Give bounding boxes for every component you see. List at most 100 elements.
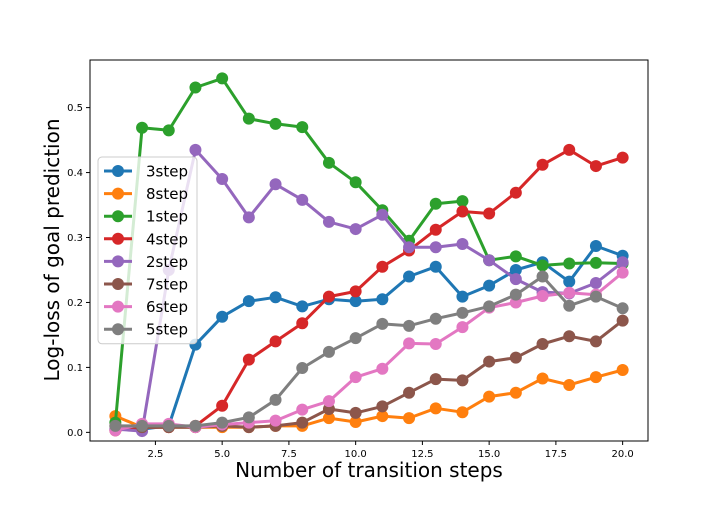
data-point-8step [589,371,602,384]
plot-frame [89,59,649,442]
series-2step [109,143,629,438]
data-point-1step [216,72,229,85]
x-tick-label: 5.0 [214,449,230,460]
data-point-7step [456,374,469,387]
data-point-6step [563,286,576,299]
data-point-7step [509,351,522,364]
legend-item: 7step [104,276,188,294]
data-point-4step [483,207,496,220]
data-point-4step [536,158,549,171]
data-point-4step [376,260,389,273]
data-point-3step [429,260,442,273]
data-point-8step [349,415,362,428]
data-point-7step [483,355,496,368]
x-tick-label: 17.5 [545,449,567,460]
data-point-5step [296,362,309,375]
data-point-5step [162,419,175,432]
data-point-2step [616,256,629,269]
data-point-1step [509,250,522,263]
data-point-5step [589,290,602,303]
data-point-1step [136,121,149,134]
y-tick-label: 0.0 [67,428,83,439]
data-point-4step [322,290,335,303]
legend: 3step 8step 1step 4step 2step 7step 6step 5step [97,156,198,345]
legend-swatch-marker [112,278,124,290]
data-point-1step [589,256,602,269]
data-point-6step [429,338,442,351]
data-point-5step [429,312,442,325]
data-point-4step [589,160,602,173]
data-point-3step [376,293,389,306]
data-point-2step [242,211,255,224]
data-point-8step [616,364,629,377]
legend-label: 6step [146,298,188,316]
legend-label: 1step [146,208,188,226]
data-point-6step [349,371,362,384]
data-point-8step [509,386,522,399]
data-point-5step [483,300,496,313]
data-point-7step [563,330,576,343]
data-point-7step [536,338,549,351]
data-point-5step [322,345,335,358]
data-point-6step [536,289,549,302]
legend-swatch-marker [112,232,124,245]
series-6step [109,266,629,437]
legend-swatch-marker [112,323,124,336]
legend-swatch-marker [112,210,124,223]
data-point-4step [429,223,442,236]
legend-label: 5step [146,321,188,339]
data-point-7step [403,386,416,399]
x-tick-label: 15.0 [478,449,500,460]
data-point-1step [162,124,175,137]
data-point-6step [322,395,335,408]
data-point-6step [296,403,309,416]
data-point-5step [216,416,229,429]
legend-swatch-marker [112,165,124,177]
data-point-3step [483,279,496,292]
data-point-4step [456,205,469,218]
legend-item: 5step [104,321,188,339]
data-point-7step [296,416,309,429]
data-point-3step [509,263,522,276]
data-point-7step [429,373,442,386]
y-tick-label: 0.4 [67,168,83,179]
data-point-4step [242,353,255,366]
data-point-5step [349,332,362,345]
legend-swatch-marker [112,255,124,268]
data-point-3step [403,270,416,283]
data-point-1step [536,259,549,272]
data-point-5step [403,319,416,332]
data-point-2step [349,223,362,236]
x-tick-label: 7.5 [281,449,297,460]
data-point-5step [269,393,282,406]
legend-label: 8step [146,185,188,203]
data-point-3step [563,275,576,288]
legend-label: 3step [146,163,188,181]
data-point-1step [349,176,362,189]
data-point-3step [242,295,255,308]
data-point-8step [403,412,416,425]
data-point-5step [242,411,255,424]
data-point-8step [563,378,576,391]
legend-swatch-marker [112,300,124,313]
data-point-3step [269,291,282,304]
data-point-2step [483,254,496,267]
legend-box [97,156,198,345]
data-point-8step [483,390,496,403]
legend-item: 3step [104,163,188,181]
data-point-6step [376,362,389,375]
data-point-1step [456,195,469,208]
data-point-1step [322,156,335,169]
legend-label: 4step [146,230,188,248]
y-tick-label: 0.3 [67,233,83,244]
data-point-4step [269,335,282,348]
data-point-7step [349,406,362,419]
x-tick-label: 10.0 [345,449,367,460]
data-point-1step [296,121,309,134]
y-tick-label: 0.2 [67,298,83,309]
data-point-4step [296,317,309,330]
y-axis-ticks: 0.0 0.1 0.2 0.3 0.4 0.5 [67,103,90,439]
legend-label: 2step [146,253,188,271]
data-point-8step [456,406,469,419]
data-point-1step [242,112,255,125]
